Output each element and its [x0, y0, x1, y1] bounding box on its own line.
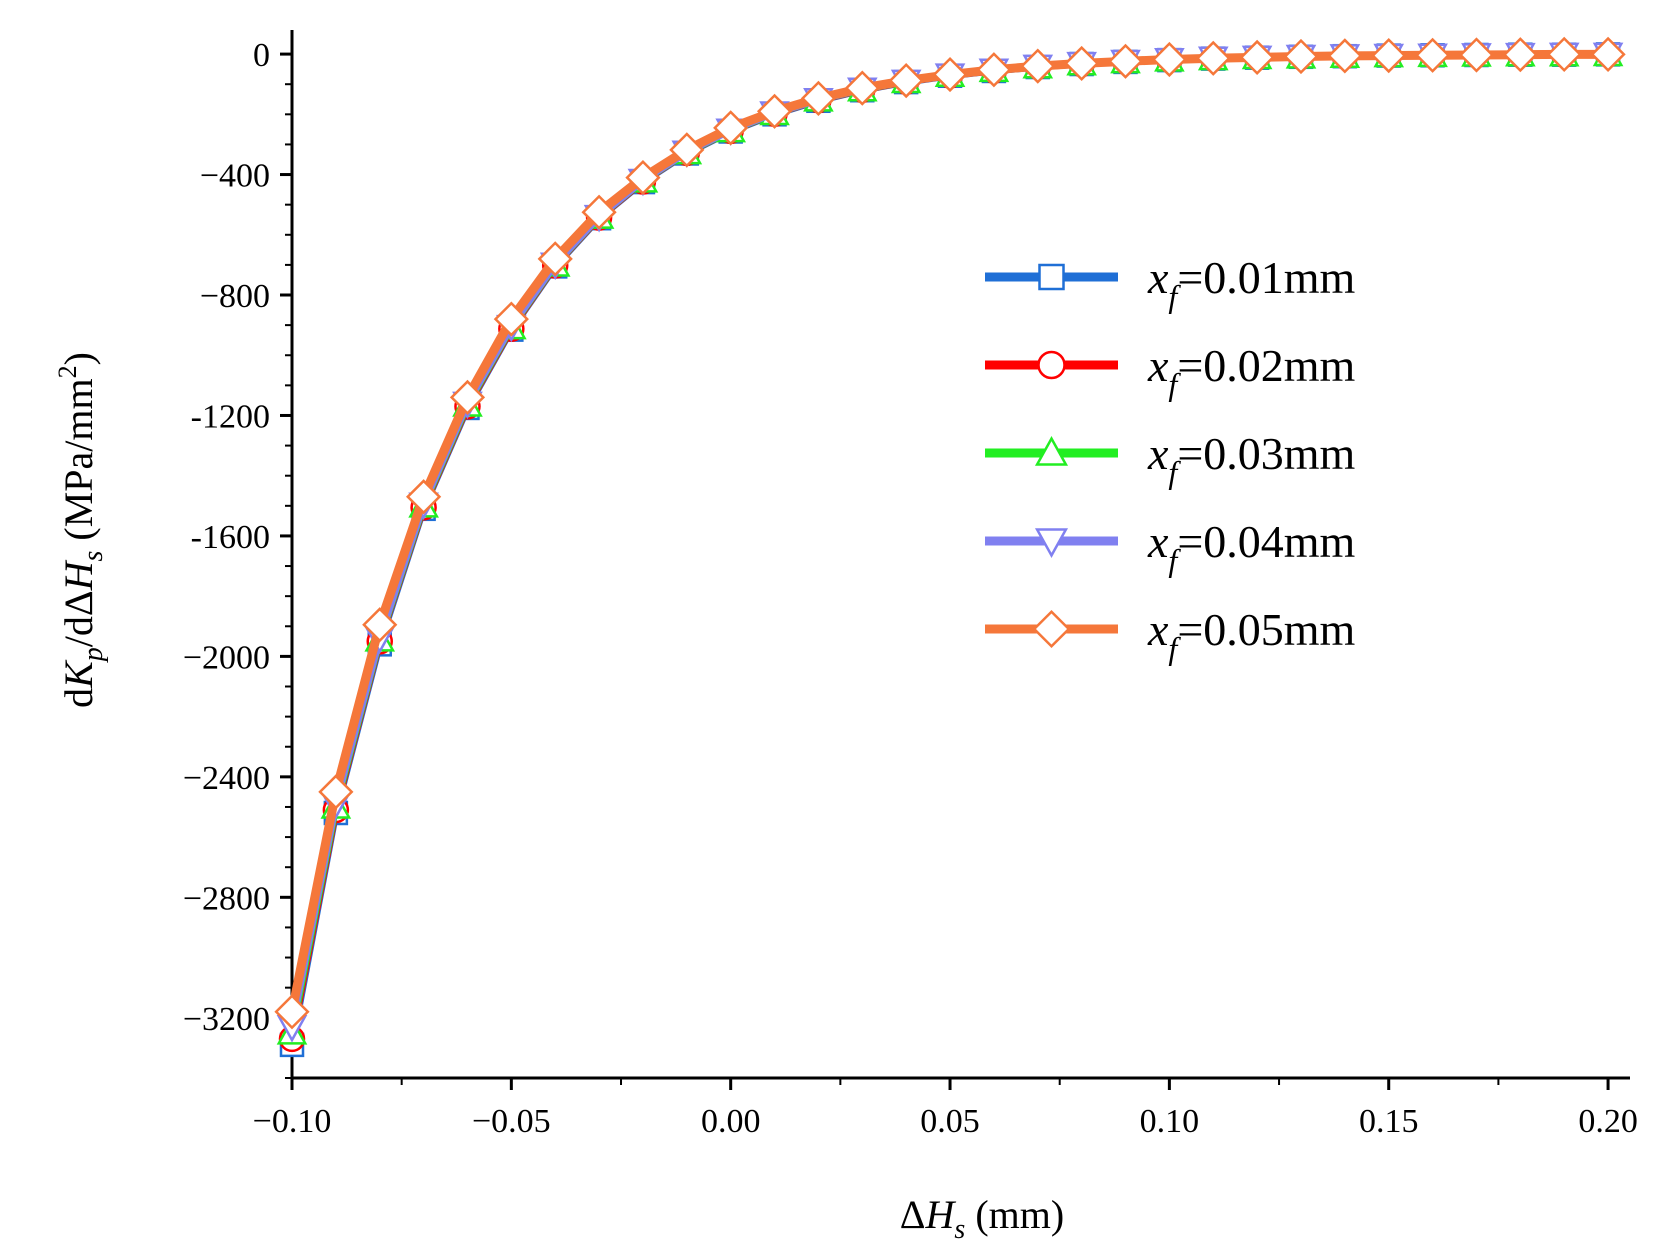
legend-label: xf=0.01mm — [1147, 252, 1356, 314]
y-tick-label: -1200 — [191, 398, 270, 435]
y-tick-label: −400 — [200, 158, 270, 195]
data-point — [1195, 40, 1231, 76]
legend-label: xf=0.03mm — [1147, 428, 1356, 490]
y-tick-label: −2800 — [183, 880, 270, 917]
legend-entry-3: xf=0.03mm — [985, 428, 1356, 490]
data-point — [581, 194, 617, 230]
series-3 — [276, 38, 1624, 1045]
legend-swatch-marker — [1038, 263, 1065, 291]
legend-entry-5: xf=0.05mm — [985, 604, 1356, 666]
data-point — [274, 994, 310, 1030]
legend-swatch-marker — [1032, 609, 1071, 649]
series-layer — [274, 36, 1626, 1058]
legend-label: xf=0.05mm — [1147, 604, 1356, 666]
y-tick-label: -1600 — [191, 519, 270, 556]
legend: xf=0.01mm xf=0.02mm xf=0.03mm xf=0.04mm xf=0… — [985, 252, 1356, 666]
data-point — [756, 93, 793, 129]
data-point — [888, 62, 924, 99]
series-4 — [276, 42, 1624, 1043]
x-tick-label: 0.10 — [1140, 1103, 1200, 1140]
data-point — [1458, 37, 1495, 73]
series-line — [288, 50, 1609, 1034]
x-tick-label: 0.20 — [1578, 1103, 1638, 1140]
data-point — [493, 301, 529, 337]
data-point — [1107, 43, 1144, 79]
data-point — [1283, 38, 1319, 75]
data-point — [976, 52, 1012, 88]
x-tick-label: 0.15 — [1359, 1103, 1419, 1140]
data-point — [318, 774, 354, 810]
axes: 0 −400 −800 -1200 -1600 −2000 −2400 −2800 −3200 −… — [183, 30, 1638, 1140]
legend-swatch-marker — [1034, 436, 1069, 466]
y-axis-title: dKp/dΔHs (MPa/mm2) — [53, 352, 109, 708]
data-point — [713, 110, 749, 146]
x-tick-label: 0.05 — [920, 1103, 980, 1140]
series-line — [287, 49, 1609, 1013]
data-point — [405, 479, 442, 515]
y-tick-label: −2400 — [183, 760, 270, 797]
y-tick-label: −800 — [200, 278, 270, 315]
data-point — [800, 80, 837, 116]
series-1 — [279, 42, 1621, 1058]
legend-swatch-marker — [1034, 528, 1069, 558]
legend-entry-2: xf=0.02mm — [985, 340, 1356, 402]
legend-entry-4: xf=0.04mm — [985, 516, 1356, 578]
data-point — [1064, 45, 1100, 82]
legend-label: xf=0.04mm — [1147, 516, 1356, 578]
y-tick-label: 0 — [253, 37, 270, 74]
legend-label: xf=0.02mm — [1147, 340, 1356, 402]
series-line — [288, 50, 1609, 1046]
x-tick-label: −0.10 — [253, 1103, 332, 1140]
data-point — [449, 379, 486, 416]
x-axis-title: ΔHs (mm) — [900, 1192, 1064, 1245]
legend-swatch-marker — [1037, 350, 1066, 380]
series-5 — [274, 36, 1626, 1030]
series-line — [288, 50, 1609, 1028]
data-point — [1590, 36, 1626, 73]
data-point — [1020, 48, 1056, 84]
series-line — [288, 50, 1609, 1040]
data-point — [1414, 37, 1451, 73]
data-point — [537, 241, 573, 277]
data-point — [1502, 37, 1538, 73]
data-point — [1151, 41, 1187, 78]
legend-entry-1: xf=0.01mm — [985, 252, 1356, 314]
y-tick-label: −2000 — [183, 639, 270, 676]
data-point — [1371, 37, 1407, 74]
data-point — [1546, 36, 1582, 73]
data-point — [1327, 38, 1363, 74]
data-point — [1239, 39, 1275, 76]
data-point — [362, 607, 398, 643]
data-point — [669, 132, 705, 168]
y-tick-label: −3200 — [183, 1001, 270, 1038]
data-point — [625, 159, 661, 196]
data-point — [932, 56, 968, 93]
x-tick-label: 0.00 — [701, 1103, 761, 1140]
x-tick-label: −0.05 — [472, 1103, 551, 1140]
data-point — [844, 70, 880, 106]
series-2 — [278, 41, 1622, 1053]
